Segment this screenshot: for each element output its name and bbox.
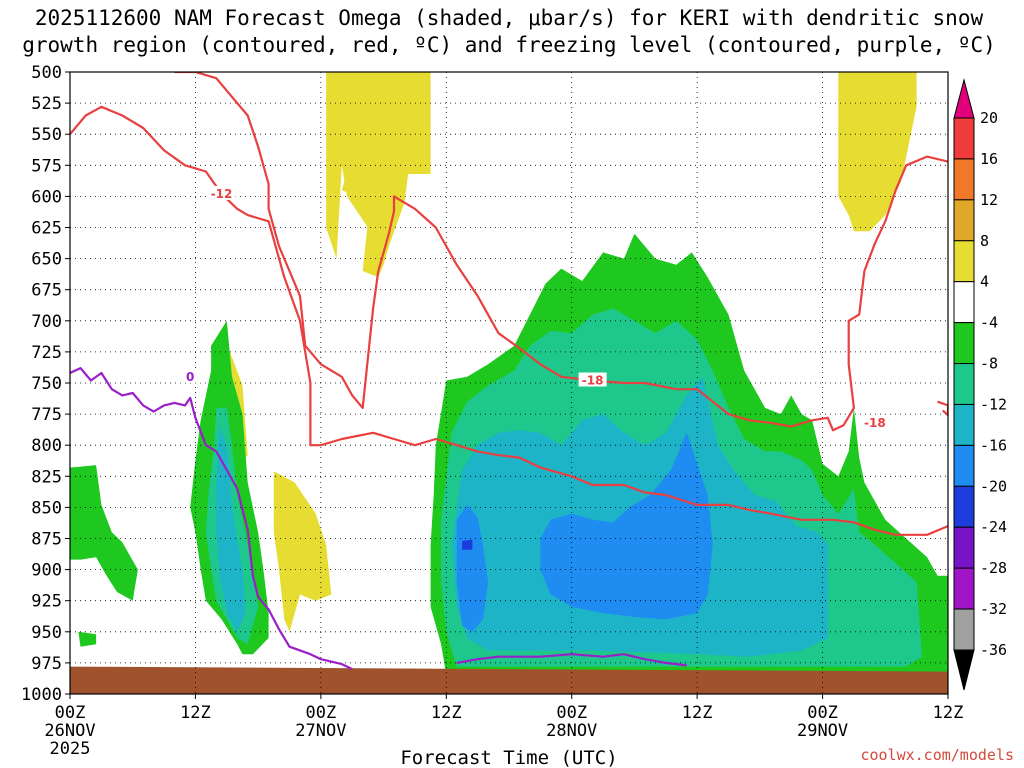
y-tick-label-775: 775 xyxy=(31,405,62,425)
contour-layer: -12 -18 0 -18 xyxy=(70,72,948,671)
y-tick-label-800: 800 xyxy=(31,436,62,456)
x-tick-label-36: 12Z xyxy=(431,703,462,723)
colorbar-label--28: -28 xyxy=(980,559,1007,577)
y-tick-label-550: 550 xyxy=(31,125,62,145)
colorbar-label--8: -8 xyxy=(980,355,998,373)
plot-area: -12 -18 0 -18 xyxy=(69,71,949,695)
credit-text: coolwx.com/models xyxy=(860,746,1014,764)
y-tick-label-925: 925 xyxy=(31,592,62,612)
colorbar-bin--28-to--32 xyxy=(953,567,975,610)
x-axis-label: Forecast Time (UTC) xyxy=(400,747,617,768)
dgz-contour-lower-label-bg xyxy=(578,372,607,387)
colorbar-bin-16-to-12 xyxy=(953,158,975,201)
x-tick-label-12: 12Z xyxy=(180,703,211,723)
y-tick-label-500: 500 xyxy=(31,63,62,83)
freezing-level-contour xyxy=(70,367,353,671)
y-tick-label-975: 975 xyxy=(31,654,62,674)
colorbar-bin--32-to--36 xyxy=(953,608,975,651)
colorbar-bin-20-to-16 xyxy=(953,117,975,160)
colorbar-top-arrow xyxy=(953,78,975,119)
y-tick-label-750: 750 xyxy=(31,374,62,394)
y-tick-label-875: 875 xyxy=(31,530,62,550)
x-tick-date-0: 26NOV xyxy=(44,721,95,741)
chart-title-line1: 2025112600 NAM Forecast Omega (shaded, μ… xyxy=(35,6,984,30)
dgz-contour-upper-label-bg xyxy=(207,185,236,200)
dgz-contour-lower xyxy=(174,72,948,432)
shaded-omega-neg12-cyan-column xyxy=(216,426,246,632)
shaded-omega-neg4-green-dot xyxy=(78,631,97,647)
y-tick-label-525: 525 xyxy=(31,94,62,114)
y-tick-label-825: 825 xyxy=(31,467,62,487)
shaded-omega-4-yellow-mid xyxy=(341,72,431,278)
y-axis: 500 525 550 575 600 625 650 675 700 725 750 775 800 8… xyxy=(21,63,70,705)
dgz-contour-small-right-label-bg xyxy=(860,414,889,429)
colorbar-bottom-arrow xyxy=(953,649,975,691)
x-tick-label-60: 12Z xyxy=(682,703,713,723)
colorbar-bin-12-to-8 xyxy=(953,199,975,242)
x-tick-date-48: 28NOV xyxy=(546,721,597,741)
colorbar-label--16: -16 xyxy=(980,436,1007,454)
x-tick-label-72: 00Z xyxy=(807,703,838,723)
x-tick-date-24: 27NOV xyxy=(295,721,346,741)
freezing-level-contour-label-bg xyxy=(176,368,205,383)
colorbar-label--36: -36 xyxy=(980,641,1007,659)
colorbar-label--20: -20 xyxy=(980,477,1007,495)
shaded-omega-neg16-blue-main-2 xyxy=(540,432,713,620)
shaded-omega-neg20-dark-blue-speck xyxy=(462,539,473,550)
colorbar-label-4: 4 xyxy=(980,273,989,291)
y-tick-label-850: 850 xyxy=(31,498,62,518)
omega-shading-layer xyxy=(70,72,948,694)
colorbar-label-16: 16 xyxy=(980,150,998,168)
colorbar-label--12: -12 xyxy=(980,395,1007,413)
colorbar-bin-4-to--4 xyxy=(953,281,975,324)
x-tick-label-48: 00Z xyxy=(556,703,587,723)
y-tick-label-650: 650 xyxy=(31,250,62,270)
y-tick-label-600: 600 xyxy=(31,187,62,207)
y-tick-label-625: 625 xyxy=(31,219,62,239)
colorbar-label-8: 8 xyxy=(980,232,989,250)
colorbar-label--32: -32 xyxy=(980,600,1007,618)
shaded-omega-neg4-green-lobe-left xyxy=(70,465,138,601)
y-tick-label-900: 900 xyxy=(31,561,62,581)
colorbar-bin-8-to-4 xyxy=(953,240,975,283)
colorbar-bin--4-to--8 xyxy=(953,322,975,365)
colorbar-bin--20-to--24 xyxy=(953,485,975,528)
colorbar: 20 16 12 8 4 -4 -8 -12 -16 -20 -24 -28 -32 -36 xyxy=(953,78,1007,691)
y-tick-label-950: 950 xyxy=(31,623,62,643)
dgz-contour-small-right xyxy=(937,400,948,417)
dgz-contour-small-right-label: -18 xyxy=(864,416,886,430)
freezing-level-contour-2 xyxy=(456,653,687,667)
x-tick-label-84: 12Z xyxy=(933,703,964,723)
shaded-omega-4-yellow-lower xyxy=(273,471,332,632)
x-tick-label-24: 00Z xyxy=(305,703,336,723)
x-tick-label-0: 00Z xyxy=(55,703,86,723)
x-tick-year-0: 2025 xyxy=(50,739,91,759)
y-tick-label-725: 725 xyxy=(31,343,62,363)
colorbar-bin--8-to--12 xyxy=(953,363,975,405)
shaded-omega-4-yellow-upper-right xyxy=(838,72,917,232)
chart-title-line2: growth region (contoured, red, ºC) and f… xyxy=(22,33,996,57)
freezing-level-contour-label: 0 xyxy=(186,370,194,384)
dgz-contour-upper xyxy=(70,105,948,536)
y-tick-label-675: 675 xyxy=(31,281,62,301)
dgz-contour-upper-label: -12 xyxy=(211,187,233,201)
y-tick-label-1000: 1000 xyxy=(21,685,62,705)
shaded-omega-neg16-blue-main xyxy=(456,504,489,632)
x-tick-date-72: 29NOV xyxy=(797,721,848,741)
colorbar-label-12: 12 xyxy=(980,191,998,209)
colorbar-bin--12-to--16 xyxy=(953,403,975,446)
shaded-terrain xyxy=(70,666,948,694)
colorbar-label--24: -24 xyxy=(980,518,1007,536)
colorbar-bin--24-to--28 xyxy=(953,526,975,569)
y-tick-label-700: 700 xyxy=(31,312,62,332)
colorbar-bin--16-to--20 xyxy=(953,444,975,487)
y-tick-label-575: 575 xyxy=(31,156,62,176)
dgz-contour-lower-label: -18 xyxy=(582,374,604,388)
colorbar-label-20: 20 xyxy=(980,109,998,127)
colorbar-label--4: -4 xyxy=(980,314,998,332)
